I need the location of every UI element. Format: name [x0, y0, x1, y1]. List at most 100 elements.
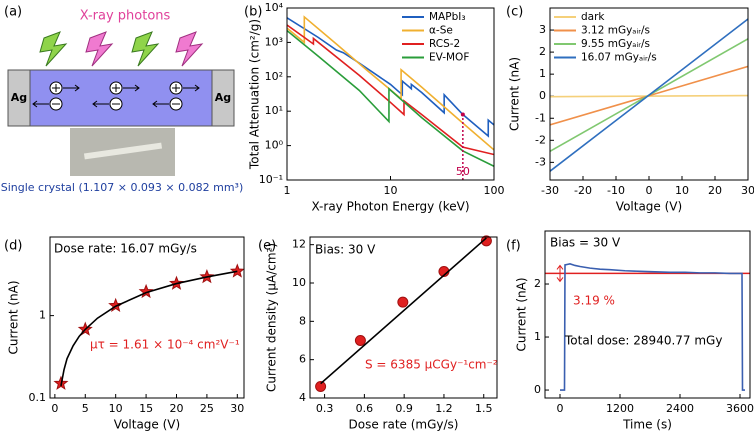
plot-frame	[286, 7, 495, 181]
series-line	[60, 270, 238, 387]
series-line	[287, 24, 494, 156]
electrode-label: Ag	[215, 91, 231, 104]
y-tick-label: -1	[535, 111, 546, 124]
point	[315, 381, 327, 392]
annotation: Dose rate: 16.07 mGy/s	[54, 242, 197, 256]
point	[354, 335, 366, 346]
y-axis-label: Current (nA)	[7, 280, 21, 354]
x-tick-label: -20	[574, 184, 592, 197]
point	[138, 283, 154, 299]
y-tick-label: 1	[39, 309, 46, 322]
x-tick-label: 20	[708, 184, 722, 197]
plus-sign	[172, 84, 180, 92]
y-tick-label: -2	[535, 133, 546, 146]
x-axis-label: X-ray Photon Energy (keV)	[311, 200, 469, 214]
y-axis-label: Current density (μA/cm²)	[265, 243, 279, 392]
series-line	[320, 237, 487, 385]
annotation: μτ = 1.61 × 10⁻⁴ cm²V⁻¹	[90, 338, 240, 352]
y-tick-label: 4	[299, 391, 306, 404]
annotation: S = 6385 μCGy⁻¹cm⁻²	[365, 358, 498, 372]
plot-frame	[549, 7, 749, 181]
x-axis-label: Time (s)	[622, 418, 672, 432]
x-tick-label: 3600	[726, 402, 754, 415]
y-tick-label: 2	[539, 45, 546, 58]
photon-icon	[39, 31, 68, 67]
x-axis-label: Voltage (V)	[616, 200, 682, 214]
y-tick-label: 10²	[265, 70, 283, 83]
y-tick-label: 8	[299, 314, 306, 327]
y-tick-label: 12	[292, 238, 306, 251]
chart: (e) 0.3 0.6 0.9 1.2 1.5 4 6 8 10 12 Dose rate (mGy/…	[258, 235, 498, 432]
panel-label: (b)	[244, 5, 262, 20]
plot-frame	[544, 230, 751, 399]
y-tick-label: 1	[539, 67, 546, 80]
reference-arrow	[556, 264, 564, 283]
y-tick-label: 10³	[265, 35, 283, 48]
arrow-right	[63, 84, 80, 92]
plus-sign	[52, 84, 60, 92]
x-tick-label: 0.3	[316, 402, 334, 415]
x-tick-label: 25	[200, 402, 214, 415]
y-tick-label: 0	[534, 383, 541, 396]
point	[229, 263, 245, 278]
y-tick-label: 10⁴	[265, 1, 284, 14]
series-line	[550, 18, 748, 172]
arrow-right	[123, 84, 140, 92]
chart: (d) 0 5 10 15 20 25 30 0.1 1 Voltage (V) Current (n…	[4, 236, 245, 432]
y-tick-label: 10⁻¹	[259, 173, 283, 186]
y-tick-label: 3	[539, 23, 546, 36]
y-axis-label: Current (nA)	[515, 277, 529, 351]
annotation: Total dose: 28940.77 mGy	[564, 334, 722, 348]
annotation: 3.19 %	[573, 294, 615, 308]
x-tick-label: 1	[284, 184, 291, 197]
panel-label: (c)	[506, 5, 523, 20]
x-tick-label: 1200	[606, 402, 634, 415]
y-axis-label: Total Attenuation (cm²/g)	[248, 19, 262, 170]
annotation: Bias: 30 V	[315, 243, 376, 257]
x-tick-label: 1.2	[435, 402, 453, 415]
legend-label: 16.07 mGyₐᵢᵣ/s	[581, 52, 657, 64]
series-line	[560, 263, 745, 391]
y-tick-label: 0	[539, 89, 546, 102]
chart: (b) 1 10 100 10⁻¹ 10⁰ 10¹ 10² 10³ 10⁴ X-ray Photon…	[244, 1, 505, 214]
panel-label: (d)	[4, 239, 22, 254]
x-tick-label: -30	[541, 184, 559, 197]
plot-frame	[49, 236, 245, 399]
legend-label: EV-MOF	[429, 52, 469, 64]
panel-label: (a)	[4, 5, 22, 20]
y-tick-label: 1	[534, 330, 541, 343]
panel-label: (e)	[258, 239, 276, 254]
x-tick-label: 30	[741, 184, 754, 197]
x-tick-label: 0.9	[395, 402, 413, 415]
legend-label: MAPbI₃	[429, 11, 466, 23]
legend-label: 3.12 mGyₐᵢᵣ/s	[581, 25, 650, 37]
y-axis-label: Current (nA)	[508, 57, 522, 131]
highlight-point	[460, 112, 465, 117]
photon-icon	[175, 31, 204, 67]
y-tick-label: 10¹	[265, 104, 283, 117]
arrow-right	[183, 84, 200, 92]
series-line	[287, 17, 494, 138]
legend-label: RCS-2	[429, 38, 460, 50]
schematic: (a) X-ray photons Ag Ag Single crystal (…	[1, 5, 244, 195]
series-line	[287, 30, 494, 168]
chart: (f) 0 1200 2400 3600 0 1 2 Time (s) Current (nA) B…	[506, 230, 754, 432]
annotation: Bias = 30 V	[550, 236, 621, 250]
legend-label: 9.55 mGyₐᵢᵣ/s	[581, 38, 650, 50]
y-tick-label: 0.1	[29, 391, 47, 404]
electrode-label: Ag	[11, 91, 27, 104]
x-tick-label: 15	[139, 402, 153, 415]
arrow-left	[32, 100, 49, 108]
carriers	[32, 81, 200, 111]
x-tick-label: 0	[557, 402, 564, 415]
y-tick-label: 10⁰	[265, 139, 284, 152]
x-tick-label: 100	[484, 184, 505, 197]
photon-icon	[131, 31, 160, 67]
arrow-left	[92, 100, 109, 108]
x-tick-label: 1.5	[475, 402, 493, 415]
x-tick-label: 5	[82, 402, 89, 415]
schematic-title: X-ray photons	[80, 9, 171, 24]
x-tick-label: 10	[109, 402, 123, 415]
